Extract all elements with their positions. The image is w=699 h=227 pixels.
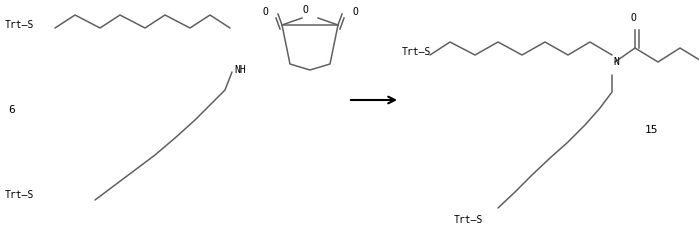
Text: Trt–S: Trt–S [402, 47, 431, 57]
Text: O: O [352, 7, 358, 17]
Text: O: O [302, 5, 308, 15]
Text: 15: 15 [645, 125, 658, 135]
Text: O: O [262, 7, 268, 17]
Text: Trt–S: Trt–S [5, 190, 34, 200]
Text: 6: 6 [8, 105, 15, 115]
Text: NH: NH [234, 65, 246, 75]
Text: N: N [613, 57, 619, 67]
Text: Trt–S: Trt–S [454, 215, 483, 225]
Text: Trt–S: Trt–S [5, 20, 34, 30]
Text: O: O [630, 13, 636, 23]
